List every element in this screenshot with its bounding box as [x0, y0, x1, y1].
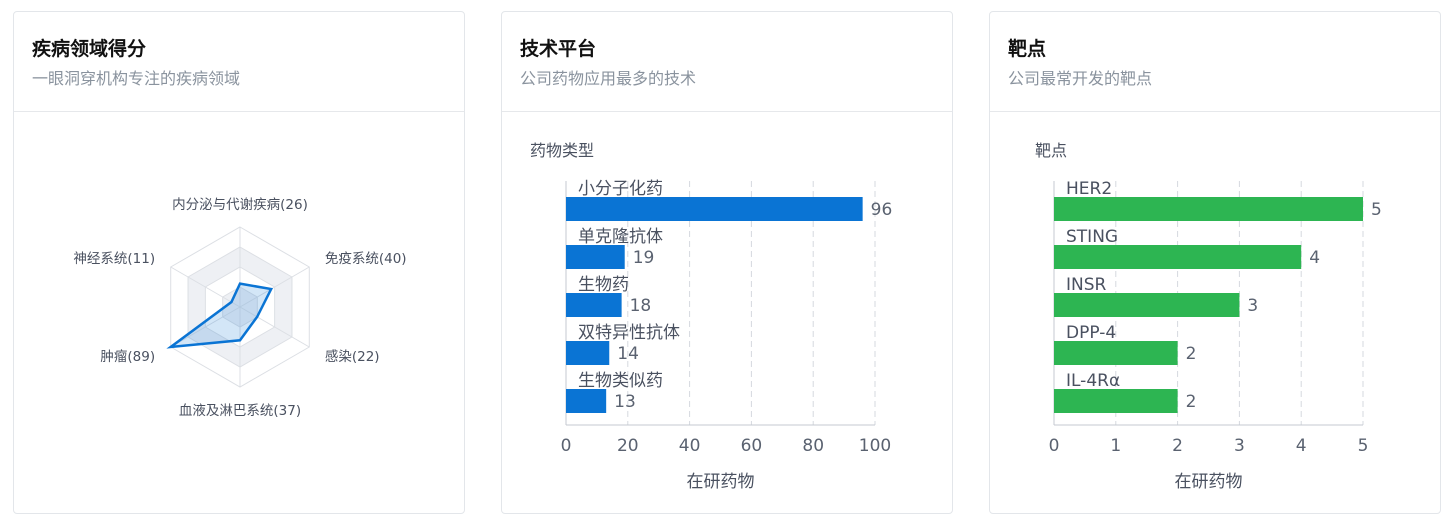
bar [566, 245, 625, 269]
category-label: HER2 [1066, 179, 1112, 199]
category-label: 生物类似药 [578, 371, 663, 391]
x-axis-title: 在研药物 [1175, 472, 1243, 492]
x-tick-label: 4 [1296, 436, 1307, 456]
bar [566, 197, 863, 221]
x-tick-label: 0 [1049, 436, 1060, 456]
card-header: 靶点 公司最常开发的靶点 [990, 12, 1440, 112]
target-card: 靶点 公司最常开发的靶点 靶点 0 1 2 3 4 5 HER2 5 STING 4 INSR 3 DPP… [989, 11, 1441, 514]
x-tick-label: 20 [617, 436, 639, 456]
x-tick-label: 60 [741, 436, 763, 456]
category-label: 单克隆抗体 [578, 227, 663, 247]
radar-axis-line [239, 306, 310, 348]
radar-axis-label: 肿瘤(89) [100, 348, 155, 365]
category-label: STING [1066, 227, 1118, 247]
bar [1054, 341, 1178, 365]
radar-chart: 内分泌与代谢疾病(26) 免疫系统(40) 感染(22) 血液及淋巴系统(37) 肿瘤(… [73, 197, 407, 419]
value-label: 96 [871, 200, 893, 220]
value-label: 5 [1371, 200, 1382, 220]
card-subtitle: 一眼洞穿机构专注的疾病领域 [32, 69, 241, 88]
value-label: 4 [1309, 248, 1320, 268]
bar [1054, 293, 1240, 317]
card-title: 靶点 [1008, 38, 1047, 60]
card-title: 疾病领域得分 [32, 38, 147, 60]
category-label: IL-4Rα [1066, 371, 1120, 391]
value-label: 2 [1186, 344, 1197, 364]
x-tick-label: 40 [679, 436, 701, 456]
x-tick-label: 80 [802, 436, 824, 456]
bar [566, 389, 607, 413]
category-label: 双特异性抗体 [578, 323, 680, 343]
chart-title: 药物类型 [530, 141, 594, 160]
radar-axis-label: 免疫系统(40) [325, 251, 407, 267]
radar-axis-line [170, 306, 241, 348]
radar-axis-label: 神经系统(11) [73, 251, 155, 267]
x-tick-label: 3 [1234, 436, 1245, 456]
value-label: 19 [633, 248, 655, 268]
x-tick-label: 2 [1172, 436, 1183, 456]
card-title: 技术平台 [520, 38, 597, 60]
x-tick-label: 100 [859, 436, 891, 456]
bar [1054, 389, 1178, 413]
category-label: DPP-4 [1066, 323, 1116, 343]
x-tick-label: 5 [1358, 436, 1369, 456]
radar-axis-label: 感染(22) [325, 348, 380, 365]
value-label: 2 [1186, 392, 1197, 412]
bar [566, 293, 622, 317]
bar [1054, 245, 1302, 269]
card-subtitle: 公司药物应用最多的技术 [520, 69, 697, 88]
bar [1054, 197, 1363, 221]
chart-title: 靶点 [1035, 141, 1067, 160]
x-tick-label: 1 [1110, 436, 1121, 456]
category-label: 生物药 [578, 275, 629, 295]
value-label: 14 [617, 344, 639, 364]
card-header: 技术平台 公司药物应用最多的技术 [502, 12, 952, 112]
radar-axis-line [239, 266, 310, 308]
value-label: 13 [614, 392, 636, 412]
bar [566, 341, 610, 365]
disease-area-card: 疾病领域得分 一眼洞穿机构专注的疾病领域 内分泌与代谢疾病(26) 免疫系统(40… [13, 11, 465, 514]
category-label: 小分子化药 [578, 179, 663, 199]
category-label: INSR [1066, 275, 1107, 295]
card-header: 疾病领域得分 一眼洞穿机构专注的疾病领域 [14, 12, 464, 112]
x-tick-label: 0 [561, 436, 572, 456]
radar-series-area [166, 282, 274, 349]
radar-axis-label: 内分泌与代谢疾病(26) [172, 197, 308, 213]
target-bar-chart: 靶点 0 1 2 3 4 5 HER2 5 STING 4 INSR 3 DPP-4 2 IL-4Rα 2 在研药… [1035, 141, 1382, 492]
radar-axis-line [170, 266, 241, 308]
x-axis-title: 在研药物 [687, 472, 755, 492]
tech-platform-card: 技术平台 公司药物应用最多的技术 药物类型 0 20 40 60 80 100 小分子化药 96… [501, 11, 953, 514]
value-label: 18 [630, 296, 652, 316]
value-label: 3 [1247, 296, 1258, 316]
radar-axis-label: 血液及淋巴系统(37) [179, 403, 301, 419]
card-subtitle: 公司最常开发的靶点 [1008, 69, 1153, 88]
